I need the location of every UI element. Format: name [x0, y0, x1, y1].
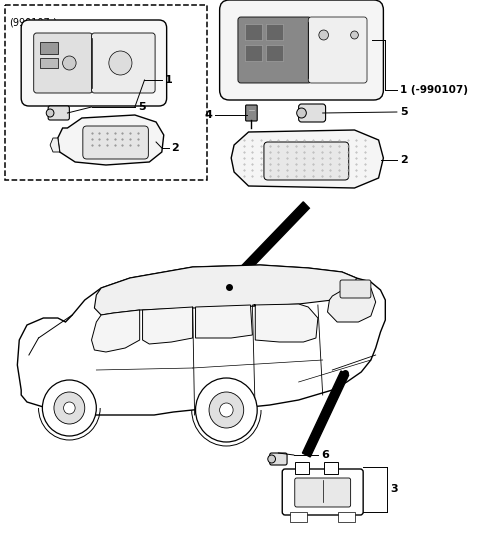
Text: 5: 5 [400, 107, 408, 117]
Bar [40, 42, 58, 54]
Text: 1 (-990107): 1 (-990107) [400, 85, 468, 95]
Text: 2: 2 [171, 143, 179, 153]
Circle shape [195, 378, 257, 442]
FancyBboxPatch shape [238, 17, 311, 83]
FancyBboxPatch shape [21, 20, 167, 106]
FancyBboxPatch shape [299, 104, 325, 122]
Text: 5: 5 [138, 102, 145, 112]
Polygon shape [231, 130, 384, 188]
Bar [245, 24, 262, 40]
FancyBboxPatch shape [220, 0, 384, 100]
Bar [290, 512, 307, 522]
Bar [266, 45, 283, 61]
Circle shape [63, 402, 75, 414]
Circle shape [350, 31, 359, 39]
Circle shape [109, 51, 132, 75]
FancyBboxPatch shape [282, 469, 363, 515]
Circle shape [209, 392, 244, 428]
Polygon shape [17, 265, 385, 415]
Circle shape [319, 30, 328, 40]
Text: (990107-): (990107-) [9, 17, 57, 27]
Polygon shape [95, 265, 357, 315]
Polygon shape [92, 310, 140, 352]
FancyBboxPatch shape [308, 17, 367, 83]
Text: 1: 1 [165, 75, 172, 85]
FancyBboxPatch shape [270, 453, 287, 465]
Polygon shape [195, 305, 252, 338]
FancyBboxPatch shape [92, 33, 155, 93]
Bar [40, 58, 58, 68]
FancyArrow shape [226, 202, 310, 288]
Text: 6: 6 [321, 450, 329, 460]
Text: 2: 2 [400, 155, 408, 165]
Bar [5, 5, 207, 180]
Polygon shape [253, 304, 318, 342]
FancyBboxPatch shape [48, 106, 69, 120]
Text: 3: 3 [390, 484, 398, 494]
Polygon shape [58, 115, 164, 165]
Circle shape [268, 455, 276, 463]
Bar [295, 462, 309, 474]
Circle shape [297, 108, 306, 118]
Circle shape [42, 380, 96, 436]
Circle shape [62, 56, 76, 70]
Bar [338, 512, 356, 522]
Bar [245, 45, 262, 61]
Polygon shape [327, 282, 376, 322]
FancyBboxPatch shape [83, 126, 148, 159]
FancyBboxPatch shape [246, 105, 257, 121]
FancyArrow shape [302, 371, 349, 457]
FancyBboxPatch shape [295, 478, 350, 507]
FancyBboxPatch shape [340, 280, 371, 298]
Text: 4: 4 [204, 110, 212, 120]
Circle shape [54, 392, 85, 424]
Polygon shape [143, 307, 192, 344]
Circle shape [220, 403, 233, 417]
Circle shape [46, 109, 54, 117]
FancyBboxPatch shape [34, 33, 93, 93]
Polygon shape [50, 138, 60, 152]
Bar [266, 24, 283, 40]
FancyBboxPatch shape [264, 142, 348, 180]
Bar [324, 462, 338, 474]
